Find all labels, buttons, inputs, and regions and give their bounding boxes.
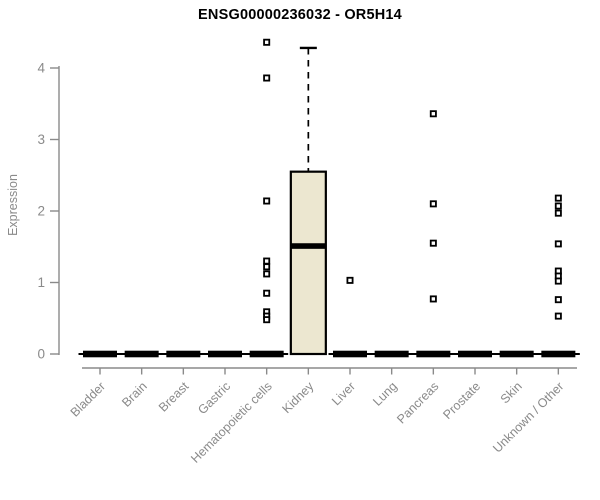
collapsed-box: [374, 350, 409, 358]
x-tick-label: Bladder: [68, 379, 108, 419]
x-tick-label: Lung: [370, 379, 400, 409]
median-line: [290, 243, 326, 249]
collapsed-box: [458, 350, 493, 358]
x-tick-label: Gastric: [195, 379, 233, 417]
x-tick-label: Kidney: [280, 379, 317, 416]
y-tick-label: 0: [37, 347, 45, 362]
x-tick-label: Hematopoietic cells: [188, 379, 275, 466]
outlier-point: [263, 38, 271, 46]
outlier-point: [263, 270, 271, 278]
collapsed-box: [124, 350, 159, 358]
collapsed-box: [166, 350, 201, 358]
outlier-point: [554, 209, 562, 217]
outlier-point: [554, 240, 562, 248]
outlier-point: [554, 202, 562, 210]
x-tick-label: Skin: [498, 379, 525, 406]
x-tick-label: Prostate: [440, 379, 483, 422]
x-tick-label: Breast: [156, 379, 192, 415]
collapsed-box: [499, 350, 534, 358]
outlier-point: [263, 197, 271, 205]
collapsed-box: [333, 350, 368, 358]
collapsed-box: [416, 350, 451, 358]
outlier-point: [429, 239, 437, 247]
outlier-point: [263, 74, 271, 82]
outlier-point: [346, 276, 354, 284]
collapsed-box: [541, 350, 576, 358]
collapsed-box: [249, 350, 284, 358]
outlier-point: [263, 316, 271, 324]
y-axis-title: Expression: [6, 174, 20, 236]
x-tick-label: Pancreas: [394, 379, 441, 426]
outlier-point: [554, 277, 562, 285]
outlier-point: [554, 194, 562, 202]
x-tick-label: Liver: [329, 379, 358, 408]
collapsed-box: [83, 350, 117, 358]
outlier-point: [429, 110, 437, 118]
y-tick-label: 1: [37, 275, 45, 290]
outlier-point: [554, 296, 562, 304]
outlier-point: [263, 257, 271, 265]
y-tick-label: 2: [37, 204, 45, 219]
x-tick-label: Unknown / Other: [490, 379, 566, 455]
y-tick-label: 3: [37, 132, 45, 147]
chart-title: ENSG00000236032 - OR5H14: [198, 7, 402, 23]
outlier-point: [263, 263, 271, 271]
box: [289, 170, 327, 356]
outlier-point: [429, 200, 437, 208]
x-tick-label: Brain: [119, 379, 150, 410]
outlier-point: [554, 312, 562, 320]
collapsed-box: [208, 350, 243, 358]
y-tick-label: 4: [37, 61, 45, 76]
outlier-point: [263, 289, 271, 297]
outlier-point: [429, 295, 437, 303]
